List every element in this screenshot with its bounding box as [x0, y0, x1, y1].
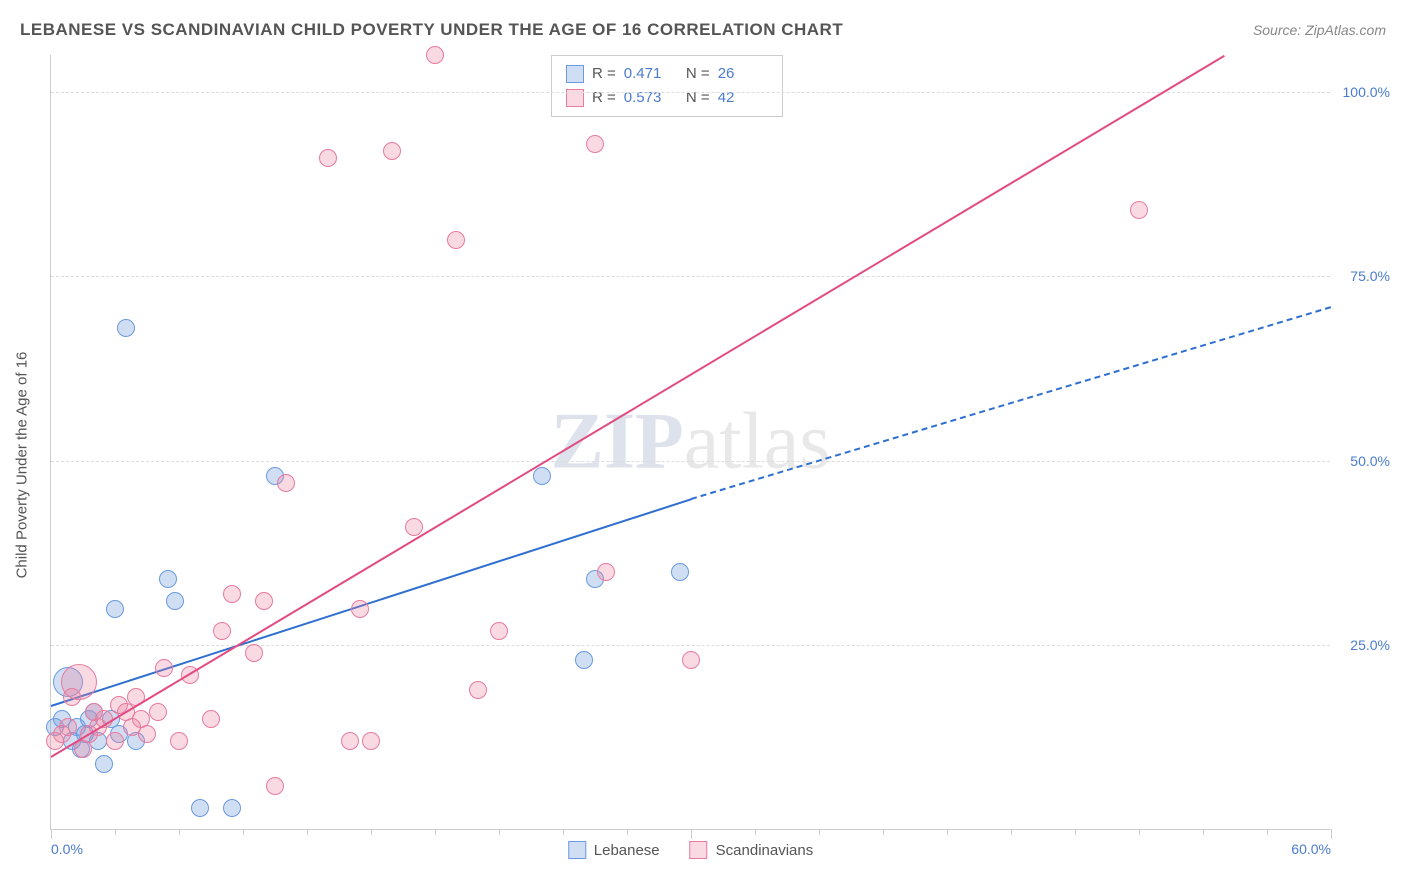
x-tick-minor [115, 829, 116, 835]
stat-r-value: 0.471 [624, 62, 674, 86]
watermark-atlas: atlas [684, 398, 831, 486]
x-tick-major [51, 829, 52, 839]
x-tick-minor [179, 829, 180, 835]
y-tick-label: 25.0% [1350, 637, 1390, 653]
data-point [155, 659, 173, 677]
gridline-h [51, 92, 1330, 93]
data-point [223, 799, 241, 817]
x-tick-minor [371, 829, 372, 835]
stat-n-value: 26 [718, 62, 768, 86]
data-point [159, 570, 177, 588]
data-point [106, 732, 124, 750]
data-point [95, 755, 113, 773]
x-tick-minor [307, 829, 308, 835]
data-point [319, 149, 337, 167]
stat-r-value: 0.573 [624, 86, 674, 110]
plot-region: ZIPatlas R =0.471 N =26R =0.573 N =42 Le… [50, 55, 1330, 830]
watermark-zip: ZIP [551, 398, 684, 486]
data-point [362, 732, 380, 750]
gridline-h [51, 461, 1330, 462]
data-point [1130, 201, 1148, 219]
legend-swatch [568, 841, 586, 859]
data-point [277, 474, 295, 492]
series-legend: Lebanese Scandinavians [568, 841, 813, 859]
x-tick-minor [947, 829, 948, 835]
gridline-h [51, 276, 1330, 277]
data-point [61, 664, 97, 700]
trend-line [51, 498, 692, 707]
x-tick-major [691, 829, 692, 839]
data-point [213, 622, 231, 640]
x-tick-label: 60.0% [1291, 841, 1331, 857]
data-point [383, 142, 401, 160]
x-tick-minor [1139, 829, 1140, 835]
data-point [533, 467, 551, 485]
data-point [447, 231, 465, 249]
data-point [405, 518, 423, 536]
data-point [575, 651, 593, 669]
legend-label: Scandinavians [716, 842, 814, 859]
gridline-h [51, 645, 1330, 646]
stats-legend-box: R = 0.471 N = 26 R = 0.573 N = 42 [551, 55, 783, 117]
x-tick-minor [755, 829, 756, 835]
watermark: ZIPatlas [551, 397, 831, 488]
x-tick-minor [1011, 829, 1012, 835]
trend-line-dashed [691, 306, 1332, 500]
legend-item: Scandinavians [690, 841, 814, 859]
legend-item: Lebanese [568, 841, 660, 859]
data-point [59, 718, 77, 736]
y-tick-label: 75.0% [1350, 268, 1390, 284]
x-tick-minor [1203, 829, 1204, 835]
data-point [223, 585, 241, 603]
data-point [106, 600, 124, 618]
x-tick-minor [819, 829, 820, 835]
legend-swatch [690, 841, 708, 859]
data-point [191, 799, 209, 817]
data-point [597, 563, 615, 581]
data-point [245, 644, 263, 662]
chart-title: LEBANESE VS SCANDINAVIAN CHILD POVERTY U… [20, 20, 843, 40]
x-tick-minor [1267, 829, 1268, 835]
data-point [426, 46, 444, 64]
stats-row: R = 0.573 N = 42 [566, 86, 768, 110]
x-tick-minor [243, 829, 244, 835]
data-point [266, 777, 284, 795]
x-tick-minor [435, 829, 436, 835]
stat-r-label: R = [592, 62, 616, 86]
stats-row: R = 0.471 N = 26 [566, 62, 768, 86]
y-tick-label: 100.0% [1343, 84, 1390, 100]
data-point [149, 703, 167, 721]
x-tick-minor [1075, 829, 1076, 835]
y-axis-label: Child Poverty Under the Age of 16 [14, 352, 31, 579]
y-tick-label: 50.0% [1350, 453, 1390, 469]
data-point [170, 732, 188, 750]
trend-line [50, 55, 1224, 758]
data-point [682, 651, 700, 669]
stat-n-label: N = [682, 86, 710, 110]
data-point [671, 563, 689, 581]
x-tick-major [1331, 829, 1332, 839]
legend-label: Lebanese [594, 842, 660, 859]
data-point [117, 319, 135, 337]
stat-r-label: R = [592, 86, 616, 110]
series-swatch [566, 65, 584, 83]
data-point [351, 600, 369, 618]
data-point [341, 732, 359, 750]
source-label: Source: ZipAtlas.com [1253, 22, 1386, 38]
x-tick-minor [563, 829, 564, 835]
data-point [166, 592, 184, 610]
data-point [138, 725, 156, 743]
stat-n-label: N = [682, 62, 710, 86]
chart-area: Child Poverty Under the Age of 16 ZIPatl… [50, 55, 1390, 875]
data-point [469, 681, 487, 699]
stat-n-value: 42 [718, 86, 768, 110]
x-tick-label: 0.0% [51, 841, 83, 857]
data-point [255, 592, 273, 610]
x-tick-minor [883, 829, 884, 835]
data-point [202, 710, 220, 728]
data-point [586, 135, 604, 153]
data-point [490, 622, 508, 640]
x-tick-minor [627, 829, 628, 835]
x-tick-minor [499, 829, 500, 835]
